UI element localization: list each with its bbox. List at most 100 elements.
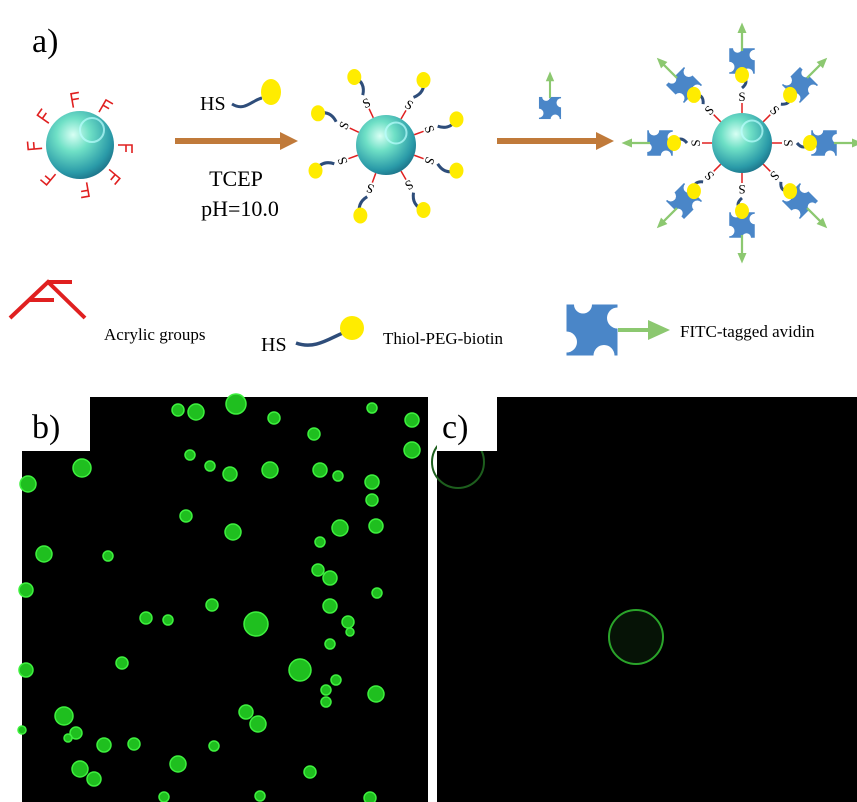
fluorescent-particle — [313, 463, 327, 477]
fluorescent-particle — [73, 459, 91, 477]
legend-text: HS — [261, 334, 287, 356]
biotin-particle: SSSSSSSS — [309, 69, 464, 223]
biotin — [783, 183, 797, 199]
avidin-icon — [556, 296, 628, 367]
fluorescent-particle — [20, 476, 36, 492]
linker — [714, 164, 721, 171]
peg-chain — [296, 333, 343, 345]
acrylic-group — [99, 100, 113, 116]
fluorescent-particle — [372, 588, 382, 598]
fluorescent-particle — [342, 616, 354, 628]
sulfur-label: S — [360, 95, 373, 112]
fluorescent-particle — [366, 494, 378, 506]
legend-text: Acrylic groups — [104, 325, 206, 344]
fluorescent-particle — [367, 403, 377, 413]
legend-text: FITC-tagged avidin — [680, 322, 815, 341]
sulfur-label: S — [364, 180, 376, 197]
fluorescent-particle — [304, 766, 316, 778]
reaction-arrow — [175, 132, 298, 150]
fluorescent-particle — [321, 697, 331, 707]
sulfur-label: S — [336, 119, 353, 132]
particle — [356, 115, 416, 175]
fluorescent-particle — [331, 675, 341, 685]
linker — [714, 115, 721, 122]
acrylic-group — [37, 109, 53, 124]
fitc — [654, 205, 681, 232]
panel-label: b) — [32, 409, 60, 446]
fluorescent-particle — [140, 612, 152, 624]
linker — [350, 128, 359, 132]
fluorescent-particle — [321, 685, 331, 695]
biotin — [735, 67, 749, 83]
linker — [763, 115, 770, 122]
fluorescent-particle — [325, 639, 335, 649]
acrylic-group — [79, 182, 89, 197]
fluorescent-particle — [64, 734, 72, 742]
fluorescent-particle — [72, 761, 88, 777]
panel-label: c) — [442, 409, 468, 446]
legend-text: Thiol-PEG-biotin — [383, 329, 503, 348]
fluorescent-particle — [103, 551, 113, 561]
fluorescent-particle — [185, 450, 195, 460]
figure: a) HS TCEP pH=10.0 SSSSSSSS SSSSSSSS Acr… — [0, 0, 857, 802]
sulfur-label: S — [688, 139, 703, 146]
fluorescent-particle — [323, 571, 337, 585]
biotin — [687, 87, 701, 103]
fluorescent-particle — [128, 738, 140, 750]
biotin — [687, 183, 701, 199]
fluorescent-particle — [55, 707, 73, 725]
fluorescent-particle — [206, 599, 218, 611]
fluorescent-particle — [315, 537, 325, 547]
fluorescent-particle — [312, 564, 324, 576]
fluorescent-particle — [36, 546, 52, 562]
reagent: HS — [200, 93, 226, 115]
biotin — [417, 72, 431, 88]
fluorescent-particle — [116, 657, 128, 669]
micrograph — [22, 397, 428, 802]
fluorescent-particle — [159, 792, 169, 802]
fluorescent-particle — [97, 738, 111, 752]
fluorescent-particle — [172, 404, 184, 416]
avidin-icon — [534, 71, 565, 123]
biotin — [261, 79, 281, 105]
sulfur-label: S — [421, 155, 438, 167]
linker — [414, 131, 423, 134]
linker — [401, 171, 406, 180]
acrylic-group — [28, 140, 43, 149]
acrylic-group — [104, 169, 120, 184]
linker — [348, 155, 357, 158]
fitc — [804, 55, 831, 82]
biotin — [449, 163, 463, 179]
fluorescent-particle — [205, 461, 215, 471]
biotin — [417, 202, 431, 218]
biotin — [783, 87, 797, 103]
reaction-arrow — [497, 132, 614, 150]
condition: pH=10.0 — [201, 196, 279, 221]
fluorescent-particle — [404, 442, 420, 458]
biotin — [353, 207, 367, 223]
fluorescent-particle — [289, 659, 311, 681]
legend-acrylic-icon — [10, 282, 85, 318]
fluorescent-particle — [209, 741, 219, 751]
particle — [712, 113, 772, 173]
fluorescent-particle — [332, 520, 348, 536]
acrylic-group — [40, 169, 55, 185]
fluorescent-particle — [180, 510, 192, 522]
fluorescent-particle — [255, 791, 265, 801]
biotin — [311, 105, 325, 121]
fitc — [804, 205, 831, 232]
fluorescent-particle — [223, 467, 237, 481]
sulfur-label: S — [402, 177, 416, 194]
sulfur-label: S — [781, 139, 796, 146]
fluorescent-particle — [244, 612, 268, 636]
particle — [46, 111, 114, 179]
fluorescent-particle — [609, 610, 663, 664]
condition: TCEP — [209, 166, 263, 191]
fluorescent-particle — [268, 412, 280, 424]
fluorescent-particle — [226, 394, 246, 414]
biotin — [309, 163, 323, 179]
sulfur-label: S — [738, 182, 745, 197]
fluorescent-particle — [163, 615, 173, 625]
biotin — [735, 203, 749, 219]
linker — [414, 155, 423, 158]
